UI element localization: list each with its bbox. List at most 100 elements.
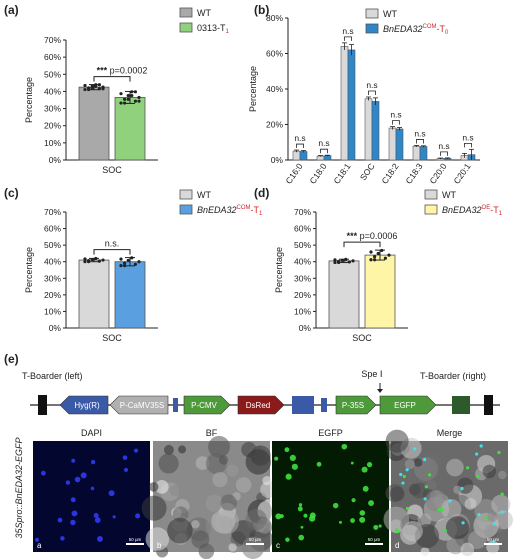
- bar: [316, 155, 325, 161]
- egfp-dot: [366, 461, 373, 468]
- sample-point: [87, 87, 91, 92]
- y-tick-label: 80%: [266, 13, 283, 23]
- scale-bar: [246, 543, 264, 545]
- cell-texture: [402, 520, 423, 542]
- egfp-dot: [368, 500, 375, 506]
- sample-point: [123, 101, 127, 105]
- legend-label: BnEDA32OE-T1: [442, 205, 503, 217]
- sample-point: [130, 93, 134, 98]
- sample-point: [137, 95, 141, 100]
- scale-bar: [126, 543, 144, 545]
- x-tick-label: SOC: [358, 161, 377, 182]
- sample-point: [369, 258, 373, 262]
- egfp-dot: [350, 518, 355, 523]
- cell-texture: [413, 458, 423, 467]
- sample-point: [119, 92, 123, 96]
- significance-label: n.s: [294, 133, 305, 143]
- egfp-dot: [332, 502, 339, 509]
- cell-texture: [212, 471, 228, 488]
- panel-label-b: (b): [254, 3, 270, 17]
- significance-bracket: [368, 90, 376, 95]
- nucleus-dot: [135, 513, 141, 519]
- sample-point: [137, 99, 141, 103]
- cell-texture: [445, 516, 469, 540]
- merge-dot: [401, 481, 405, 485]
- sample-point: [333, 260, 337, 265]
- cell-texture: [228, 543, 237, 552]
- significance-label: *** p=0.0002: [97, 66, 148, 76]
- sample-point: [333, 258, 337, 262]
- legend-label: BnEDA32COM-T1: [197, 205, 263, 217]
- nucleus-dot: [112, 515, 116, 519]
- egfp-dot: [291, 463, 298, 470]
- legend-swatch: [179, 204, 193, 215]
- egfp-dot: [308, 515, 316, 522]
- bar: [299, 151, 308, 161]
- cell-texture: [208, 435, 230, 458]
- significance-label: n.s: [366, 80, 377, 90]
- egfp-dot: [373, 524, 379, 530]
- egfp-dot: [285, 473, 292, 480]
- sample-point: [369, 250, 373, 254]
- linker-block: [321, 398, 327, 412]
- y-axis-label: Percentage: [24, 77, 34, 123]
- y-tick-label: 10%: [294, 306, 311, 316]
- legend-swatch: [179, 189, 193, 200]
- legend-swatch: [424, 189, 438, 200]
- sample-point: [87, 260, 91, 264]
- significance-label: n.s: [414, 128, 425, 138]
- significance-label: n.s: [462, 132, 473, 142]
- sample-point: [137, 260, 141, 264]
- cell-texture: [411, 482, 428, 499]
- cell-texture: [385, 429, 409, 453]
- image-title: BF: [206, 428, 218, 438]
- nucleus-dot: [90, 486, 95, 491]
- y-tick-label: 70%: [44, 207, 61, 217]
- sample-point: [94, 256, 98, 261]
- image-letter: a: [37, 541, 42, 550]
- cell-texture: [218, 455, 229, 465]
- bar: [78, 86, 110, 161]
- cell-texture: [200, 493, 222, 515]
- sample-point: [123, 97, 127, 101]
- merge-dot: [437, 508, 441, 512]
- bar: [340, 46, 349, 161]
- nucleus-dot: [123, 467, 129, 473]
- nucleus-dot: [108, 490, 115, 497]
- merge-dot: [423, 457, 427, 462]
- micrograph-egfp: [272, 441, 389, 552]
- merge-dot: [475, 452, 479, 456]
- image-title: EGFP: [318, 428, 343, 438]
- micrograph-dapi: [33, 441, 150, 552]
- cell-texture: [169, 485, 181, 497]
- x-tick-label: C18:0: [307, 161, 328, 186]
- sample-point: [130, 90, 134, 94]
- sample-point: [344, 257, 348, 261]
- bar: [78, 259, 110, 329]
- sample-point: [373, 258, 377, 262]
- egfp-dot: [298, 503, 303, 507]
- cell-texture: [498, 470, 507, 480]
- dsred-gene: [237, 395, 285, 415]
- sample-point: [97, 259, 101, 263]
- cell-texture: [426, 480, 437, 491]
- y-tick-label: 30%: [294, 273, 311, 283]
- x-tick-label: SOC: [102, 165, 122, 175]
- merge-dot: [477, 513, 481, 517]
- hyg-gene: [59, 395, 109, 415]
- bar: [412, 145, 421, 161]
- merge-dot: [399, 472, 403, 477]
- sample-point: [119, 257, 123, 261]
- chart-c: 0% 10% 20% 30% 40% 50% 60% 70% Percentage SOC n.s.…: [24, 189, 263, 343]
- linker-block: [173, 398, 178, 412]
- construct-side-label: 35Spro::BnEDA32-EGFP: [14, 437, 24, 538]
- y-tick-label: 30%: [44, 104, 61, 114]
- nucleus-dot: [60, 536, 65, 541]
- legend-label: WT: [197, 190, 211, 200]
- x-tick-label: C18:2: [379, 161, 400, 186]
- egfp-dot: [285, 537, 290, 542]
- cell-texture: [404, 459, 415, 470]
- sample-point: [133, 262, 137, 266]
